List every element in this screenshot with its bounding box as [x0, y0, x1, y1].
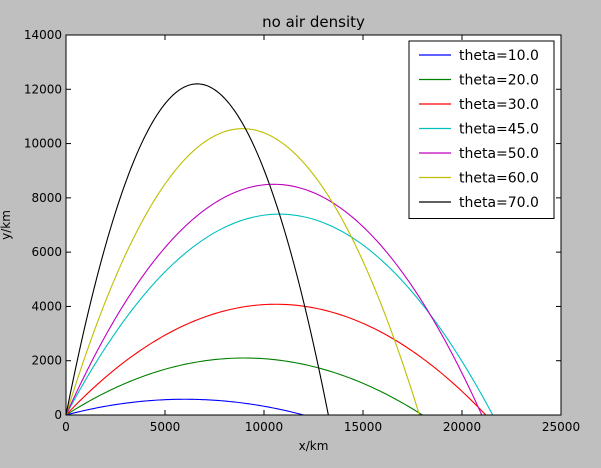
x-tick-label: 15000	[344, 420, 382, 434]
x-axis-label: x/km	[299, 439, 329, 453]
legend-label-5: theta=60.0	[459, 171, 539, 187]
legend-box	[408, 40, 555, 219]
y-tick-label: 10000	[24, 137, 62, 151]
x-tick-label: 0	[62, 420, 70, 434]
series-layer	[66, 83, 494, 415]
y-tick-label: 0	[54, 408, 62, 422]
y-tick-label: 6000	[31, 245, 62, 259]
series-line-4	[66, 183, 483, 415]
axes-layer: 0 5000 10000 15000 20000 25000 0 2000 4000 6000 80…	[24, 28, 580, 434]
legend-label-6: theta=70.0	[459, 195, 539, 211]
legend-label-2: theta=30.0	[459, 97, 539, 113]
legend: theta=10.0 theta=20.0 theta=30.0 theta=45.0…	[408, 40, 555, 219]
series-line-2	[66, 303, 487, 415]
series-line-0	[66, 398, 306, 415]
x-tick-label: 20000	[443, 420, 481, 434]
series-line-1	[66, 357, 424, 415]
x-tick-label: 5000	[150, 420, 181, 434]
y-tick-label: 8000	[31, 191, 62, 205]
series-line-5	[66, 128, 421, 415]
y-axis-label: y/km	[0, 210, 13, 240]
y-tick-label: 14000	[24, 28, 62, 42]
x-tick-label: 10000	[245, 420, 283, 434]
legend-label-3: theta=45.0	[459, 122, 539, 138]
chart-title: no air density	[262, 13, 365, 31]
y-tick-label: 2000	[31, 354, 62, 368]
legend-label-4: theta=50.0	[459, 146, 539, 162]
series-line-6	[66, 83, 329, 415]
legend-label-1: theta=20.0	[459, 73, 539, 89]
plot-frame	[65, 34, 562, 416]
y-tick-label: 12000	[24, 82, 62, 96]
y-tick-label: 4000	[31, 299, 62, 313]
x-tick-label: 25000	[542, 420, 580, 434]
legend-label-0: theta=10.0	[459, 48, 539, 64]
